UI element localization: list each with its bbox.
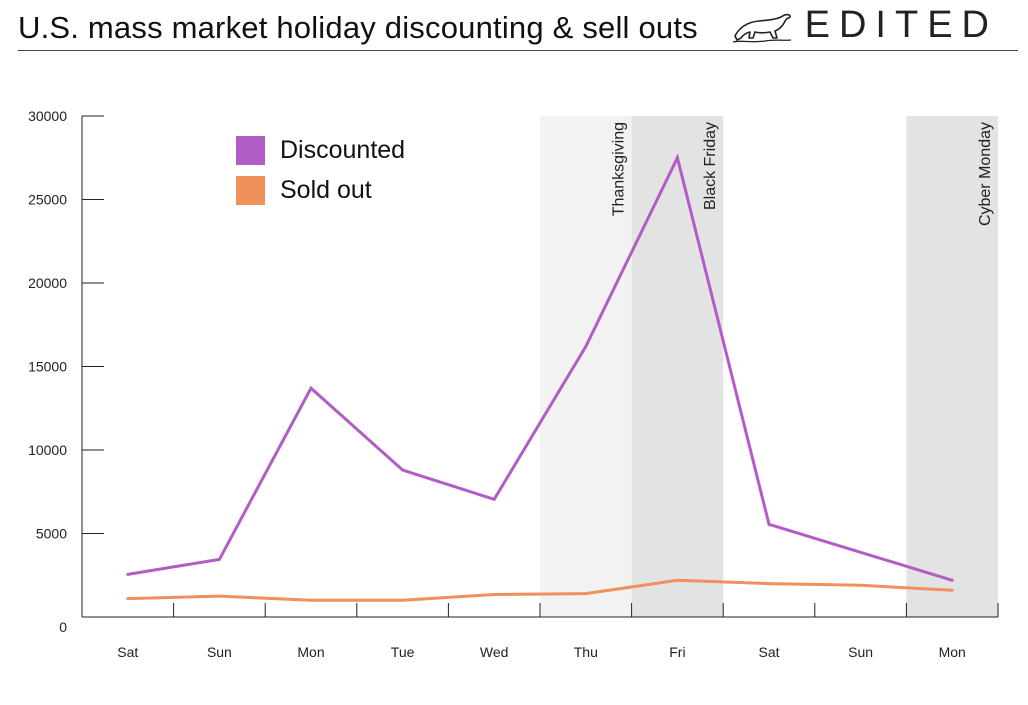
highlight-band-thanksgiving — [540, 116, 632, 617]
data-point — [401, 468, 405, 472]
data-point — [675, 578, 679, 582]
data-point — [859, 583, 863, 587]
data-point — [767, 522, 771, 526]
y-tick-label: 25000 — [28, 192, 67, 208]
data-point — [767, 582, 771, 586]
page-title: U.S. mass market holiday discounting & s… — [18, 10, 698, 45]
legend-swatch — [236, 136, 265, 165]
highlight-bands — [540, 116, 998, 617]
x-tick-label: Fri — [669, 644, 685, 660]
legend-label: Discounted — [280, 136, 405, 164]
data-point — [217, 557, 221, 561]
legend-swatch — [236, 176, 265, 205]
x-tick-label: Sat — [117, 644, 138, 660]
data-point — [675, 156, 679, 160]
y-tick-label: 20000 — [28, 275, 67, 291]
data-point — [492, 592, 496, 596]
x-tick-label: Sun — [848, 644, 873, 660]
data-point — [492, 497, 496, 501]
x-tick-label: Sun — [207, 644, 232, 660]
y-tick-label: 0 — [59, 619, 67, 635]
data-point — [217, 594, 221, 598]
y-tick-label: 10000 — [28, 442, 67, 458]
x-tick-label: Wed — [480, 644, 509, 660]
x-tick-label: Tue — [391, 644, 415, 660]
highlight-band-black-friday — [631, 116, 724, 617]
brand-name: EDITED — [804, 4, 998, 46]
data-point — [309, 598, 313, 602]
x-tick-label: Thu — [574, 644, 598, 660]
event-label: Cyber Monday — [977, 122, 994, 226]
data-point — [584, 344, 588, 348]
legend-label: Sold out — [280, 176, 372, 204]
polar-bear-icon — [732, 13, 791, 43]
data-point — [401, 598, 405, 602]
y-tick-label: 30000 — [28, 108, 67, 124]
y-tick-label: 5000 — [36, 526, 67, 542]
x-tick-label: Mon — [297, 644, 324, 660]
header-divider — [18, 50, 1018, 51]
data-point — [950, 578, 954, 582]
y-tick-label: 15000 — [28, 359, 67, 375]
series-line-sold-out — [127, 578, 953, 602]
x-tick-label: Sat — [758, 644, 779, 660]
data-point — [584, 592, 588, 596]
axes: 0 5000 10000 15000 20000 25000 30000 Sat Sun Mon T… — [28, 108, 999, 660]
data-point — [309, 386, 313, 390]
data-point — [950, 588, 954, 592]
data-point — [126, 597, 130, 601]
brand: EDITED — [731, 4, 998, 47]
event-labels: Thanksgiving Black Friday Cyber Monday — [611, 122, 994, 226]
event-label: Black Friday — [702, 122, 719, 210]
header: U.S. mass market holiday discounting & s… — [0, 0, 1028, 60]
data-point — [126, 572, 130, 576]
legend: Discounted Sold out — [236, 136, 405, 205]
event-label: Thanksgiving — [611, 122, 628, 216]
series-lines — [126, 153, 954, 602]
highlight-band-cyber-monday — [906, 116, 998, 617]
x-tick-label: Mon — [939, 644, 966, 660]
